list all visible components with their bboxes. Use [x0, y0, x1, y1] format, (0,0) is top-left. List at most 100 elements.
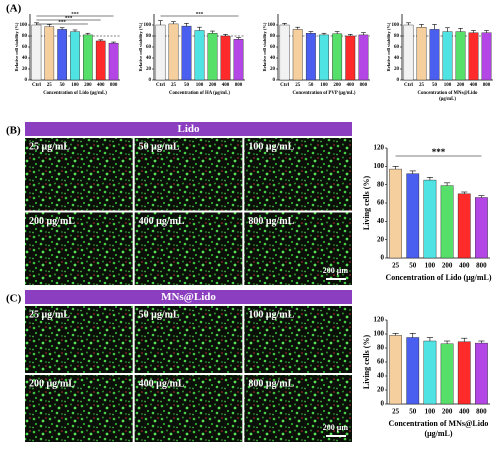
x-tick-label: 25	[392, 262, 400, 270]
y-tick-label: 40	[270, 56, 276, 61]
x-tick-label: 400	[347, 83, 355, 88]
x-tick-label: 800	[483, 83, 491, 88]
bar	[83, 34, 93, 81]
x-tick-label: 25	[419, 83, 425, 88]
bar	[358, 34, 369, 81]
y-tick-label: 20	[394, 67, 400, 72]
micrograph	[244, 212, 352, 285]
concentration-label: 100 μg/mL	[248, 141, 294, 152]
bar	[457, 341, 471, 405]
bar	[481, 32, 492, 81]
bar	[181, 25, 192, 81]
bar	[220, 35, 231, 81]
x-tick-label: 25	[295, 83, 301, 88]
x-tick-label: 400	[459, 408, 470, 416]
y-tick-label: 20	[270, 67, 276, 72]
x-tick-label: 200	[333, 83, 341, 88]
bar	[403, 24, 414, 81]
bar	[70, 31, 80, 81]
y-tick-label: 40	[377, 217, 385, 225]
y-tick-label: 20	[146, 67, 152, 72]
bar	[423, 179, 437, 259]
x-axis-label: Concentration of HA (μg/mL)	[169, 91, 230, 96]
y-tick-label: 100	[144, 23, 152, 28]
bar	[475, 342, 488, 405]
y-tick-label: 40	[377, 372, 385, 380]
x-tick-label: Ctrl	[32, 83, 41, 88]
x-axis-label: Concentration of MNs@Lido	[418, 91, 478, 96]
x-tick-label: 100	[425, 408, 436, 416]
x-tick-label: Ctrl	[156, 83, 165, 88]
y-tick-label: 120	[374, 144, 385, 152]
x-tick-label: 50	[184, 83, 190, 88]
bar	[468, 32, 479, 81]
x-tick-label: 50	[308, 83, 314, 88]
bar	[292, 29, 303, 81]
x-tick-label: 200	[84, 83, 92, 88]
y-tick-label: 60	[377, 358, 385, 366]
x-axis-label: Concentration of Lido (μg/mL)	[385, 273, 491, 282]
y-tick-label: 20	[22, 67, 28, 72]
micrograph	[25, 375, 133, 442]
y-tick-label: 100	[374, 330, 385, 338]
concentration-label: 50 μg/mL	[139, 141, 180, 152]
bar	[332, 33, 343, 81]
y-axis-label: Relative cell viability (%)	[262, 22, 267, 71]
x-axis-label: Concentration of Lido (μg/mL)	[43, 91, 107, 96]
y-tick-label: 20	[377, 386, 385, 394]
x-tick-label: 200	[442, 262, 453, 270]
y-axis-label: Relative cell viability (%)	[386, 22, 391, 71]
y-tick-label: 20	[377, 235, 385, 243]
concentration-label: 400 μg/mL	[139, 378, 185, 389]
x-tick-label: 200	[209, 83, 217, 88]
x-tick-label: 800	[476, 262, 487, 270]
y-tick-label: 40	[22, 56, 28, 61]
bar	[233, 39, 244, 81]
concentration-label: 800 μg/mL	[248, 378, 294, 389]
y-tick-label: 80	[22, 34, 28, 39]
concentration-label: 25 μg/mL	[29, 309, 70, 320]
concentration-label: 100 μg/mL	[248, 309, 294, 320]
y-tick-label: 0	[397, 78, 400, 83]
scale-bar-label: 200 μm	[323, 423, 349, 432]
image-title: MNs@Lido	[161, 291, 216, 303]
y-tick-label: 0	[25, 78, 28, 83]
micrograph	[244, 306, 352, 373]
y-tick-label: 100	[392, 23, 400, 28]
x-tick-label: 400	[470, 83, 478, 88]
y-tick-label: 0	[381, 254, 385, 262]
image-title: Lido	[177, 123, 200, 135]
y-tick-label: 0	[381, 400, 385, 408]
x-tick-label: 100	[71, 83, 79, 88]
y-axis-label: Relative cell viability (%)	[138, 22, 143, 71]
x-tick-label: 800	[235, 83, 243, 88]
y-tick-label: 100	[20, 23, 28, 28]
x-tick-label: 50	[60, 83, 66, 88]
bar	[108, 42, 119, 81]
y-tick-label: 60	[270, 45, 276, 50]
micrograph	[244, 138, 352, 211]
y-axis-label: Living cells (%)	[362, 176, 371, 231]
x-tick-label: Ctrl	[280, 83, 289, 88]
bar	[389, 168, 402, 259]
y-tick-label: 100	[268, 23, 276, 28]
title-bar	[25, 122, 352, 136]
bar	[319, 34, 329, 81]
y-axis-label: Living cells (%)	[362, 335, 371, 390]
x-tick-label: 25	[47, 83, 53, 88]
micrograph	[25, 212, 133, 285]
significance-label: ***	[432, 147, 446, 157]
concentration-label: 200 μg/mL	[29, 378, 75, 389]
bar	[95, 40, 106, 81]
bar	[440, 185, 454, 259]
micrograph	[134, 212, 243, 285]
panel-label: (C)	[6, 293, 22, 305]
significance-label: ***	[196, 13, 204, 18]
bar	[168, 23, 179, 81]
bar	[31, 24, 42, 81]
y-tick-label: 80	[377, 344, 385, 352]
y-tick-label: 120	[374, 316, 385, 324]
bar	[442, 31, 453, 81]
x-tick-label: 200	[442, 408, 453, 416]
scale-bar-label: 200 μm	[323, 266, 349, 275]
